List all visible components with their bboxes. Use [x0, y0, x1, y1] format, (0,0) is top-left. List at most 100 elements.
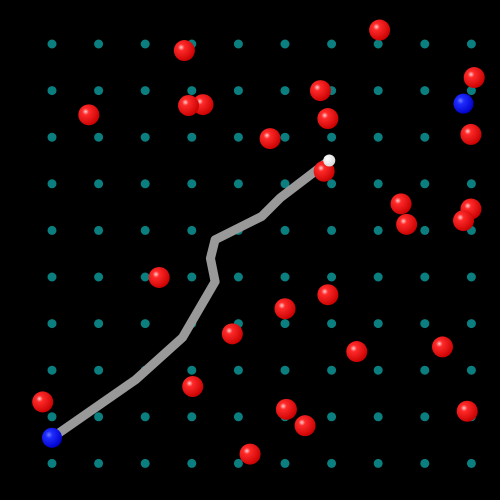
grid-dot — [94, 272, 104, 282]
obstacle-ball — [396, 213, 418, 235]
obstacle-ball — [460, 123, 482, 145]
obstacle-ball — [148, 266, 170, 288]
grid-dot — [47, 179, 57, 189]
grid-dot — [280, 319, 290, 329]
obstacle-ball — [78, 104, 100, 126]
grid-dot — [280, 458, 290, 468]
grid-dot — [466, 179, 476, 189]
grid-dot — [373, 39, 383, 49]
grid-dot — [373, 179, 383, 189]
obstacle-ball — [369, 19, 391, 41]
grid-dot — [94, 458, 104, 468]
grid-dot — [233, 272, 243, 282]
grid-dot — [233, 39, 243, 49]
grid-dot — [233, 86, 243, 96]
obstacle-ball — [221, 323, 243, 345]
grid-dot — [187, 458, 197, 468]
grid-dot — [466, 272, 476, 282]
grid-dot — [327, 319, 337, 329]
grid-dot — [327, 272, 337, 282]
obstacle-ball — [178, 95, 200, 117]
grid-dot — [373, 272, 383, 282]
grid-dot — [420, 412, 430, 422]
obstacle-ball — [317, 108, 339, 130]
grid-dot — [466, 86, 476, 96]
grid-dot — [94, 179, 104, 189]
grid-dot — [47, 132, 57, 142]
obstacle-ball — [182, 376, 204, 398]
grid-dot — [466, 319, 476, 329]
grid-dot — [373, 319, 383, 329]
path-layer — [47, 156, 334, 443]
grid-dot — [373, 132, 383, 142]
grid-dot — [280, 39, 290, 49]
grid-dot — [373, 412, 383, 422]
obstacles-layer — [32, 19, 485, 465]
grid-dot — [466, 39, 476, 49]
grid-dot — [94, 365, 104, 375]
grid-dot — [420, 132, 430, 142]
grid-dot — [140, 412, 150, 422]
grid-dot — [47, 86, 57, 96]
grid-dot — [94, 319, 104, 329]
grid-dot — [94, 225, 104, 235]
grid-dot — [187, 179, 197, 189]
grid-dot — [280, 132, 290, 142]
grid-dot — [47, 365, 57, 375]
grid-dot — [373, 225, 383, 235]
endpoint-node — [453, 93, 474, 114]
grid-dot — [327, 179, 337, 189]
grid-dot — [47, 225, 57, 235]
obstacle-ball — [294, 415, 316, 437]
grid-dot — [47, 272, 57, 282]
obstacle-ball — [275, 398, 297, 420]
cursor-layer — [323, 154, 336, 167]
grid-dot — [233, 132, 243, 142]
grid-dot — [233, 458, 243, 468]
grid-dot — [94, 39, 104, 49]
grid-dot — [140, 179, 150, 189]
endpoints-layer — [42, 93, 474, 448]
grid-dot — [280, 86, 290, 96]
grid-dot — [373, 365, 383, 375]
obstacle-ball — [259, 128, 281, 150]
grid-dot — [140, 132, 150, 142]
grid-dot — [280, 225, 290, 235]
grid-dot — [466, 365, 476, 375]
obstacle-ball — [432, 336, 454, 358]
obstacle-ball — [390, 193, 412, 215]
grid-dot — [187, 272, 197, 282]
grid-dot — [420, 86, 430, 96]
path-line — [47, 156, 334, 443]
grid-dot — [47, 412, 57, 422]
grid-dot — [327, 225, 337, 235]
grid-dot — [94, 412, 104, 422]
grid-dot — [327, 458, 337, 468]
grid-dot — [233, 412, 243, 422]
grid-dot — [140, 86, 150, 96]
grid-dot — [280, 179, 290, 189]
grid-dot — [140, 458, 150, 468]
grid-dot — [187, 412, 197, 422]
grid-dot — [187, 225, 197, 235]
grid-dot — [420, 179, 430, 189]
obstacle-ball — [274, 298, 296, 320]
grid-dot — [47, 39, 57, 49]
grid-dot — [466, 458, 476, 468]
grid-dot — [47, 319, 57, 329]
grid-dot — [94, 132, 104, 142]
grid-dot — [94, 86, 104, 96]
grid-dot — [280, 272, 290, 282]
grid-dot — [373, 458, 383, 468]
grid-dot — [47, 458, 57, 468]
endpoint-node — [42, 427, 62, 448]
obstacle-ball — [173, 40, 195, 62]
obstacle-ball — [346, 341, 368, 363]
grid-dot — [327, 132, 337, 142]
grid-dot — [327, 412, 337, 422]
grid-dot — [140, 319, 150, 329]
grid-dot — [420, 458, 430, 468]
grid-dot — [187, 132, 197, 142]
grid-dot — [420, 365, 430, 375]
